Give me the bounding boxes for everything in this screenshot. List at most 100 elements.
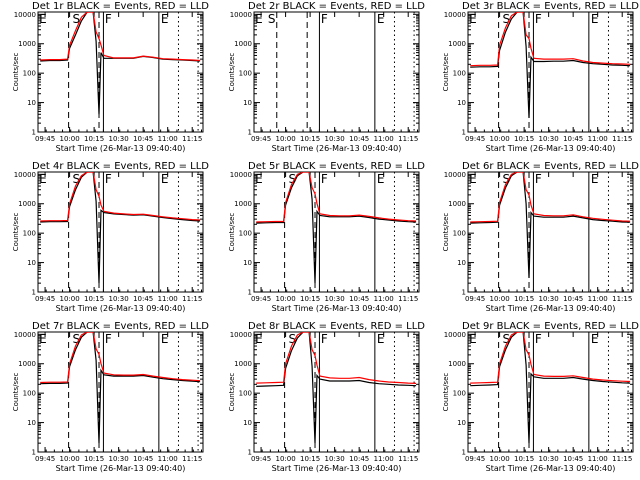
chart-panel-8: Det 8r BLACK = Events, RED = LLD 1 10 100 10… — [228, 321, 425, 473]
plot-frame — [253, 11, 420, 133]
x-tick-label: 11:15 — [612, 295, 632, 303]
flag-label: E — [591, 12, 599, 26]
x-tick-label: 11:15 — [182, 455, 202, 463]
series-line-lld — [470, 12, 631, 67]
flag-label: F — [321, 172, 328, 186]
x-tick-label: 11:00 — [374, 295, 394, 303]
x-tick-label: 10:45 — [349, 135, 369, 143]
x-tick-label: 09:45 — [465, 135, 485, 143]
flag-label: F — [535, 332, 542, 346]
flag-label: F — [105, 172, 112, 186]
chart-panel-6: Det 6r BLACK = Events, RED = LLD 1 10 100 10… — [442, 161, 639, 313]
series-line-lld — [40, 12, 201, 62]
x-axis-label: Start Time (26-Mar-13 09:40:40) — [272, 144, 402, 153]
flag-label: E — [255, 332, 263, 346]
y-tick-label: 1000 — [234, 200, 252, 208]
flag-label: E — [377, 332, 385, 346]
y-tick-label: 10000 — [230, 331, 252, 339]
y-tick-label: 100 — [23, 230, 36, 238]
flag-label: E — [161, 172, 169, 186]
y-tick-label: 10000 — [14, 331, 36, 339]
flag-label: E — [161, 12, 169, 26]
series-line-lld — [40, 172, 201, 222]
x-tick-label: 10:00 — [489, 455, 509, 463]
x-tick-label: 09:45 — [465, 295, 485, 303]
x-tick-label: 11:00 — [158, 455, 178, 463]
x-tick-label: 10:45 — [349, 295, 369, 303]
x-tick-label: 09:45 — [251, 135, 271, 143]
flag-label: E — [255, 172, 263, 186]
y-tick-label: 100 — [239, 230, 252, 238]
flag-label: F — [535, 172, 542, 186]
x-axis-label: Start Time (26-Mar-13 09:40:40) — [272, 464, 402, 473]
x-tick-label: 09:45 — [35, 455, 55, 463]
x-tick-label: 11:15 — [398, 455, 418, 463]
series-line-lld — [470, 332, 631, 384]
x-tick-label: 10:45 — [133, 455, 153, 463]
y-tick-label: 1000 — [448, 40, 466, 48]
x-tick-label: 09:45 — [35, 135, 55, 143]
chart-panel-7: Det 7r BLACK = Events, RED = LLD 1 10 100 10… — [12, 321, 209, 473]
chart-panel-2: Det 2r BLACK = Events, RED = LLD 1 10 100 10… — [228, 1, 425, 153]
flag-label: S — [503, 12, 511, 26]
flag-label: F — [105, 332, 112, 346]
x-tick-label: 09:45 — [35, 295, 55, 303]
x-tick-label: 11:00 — [588, 135, 608, 143]
flag-label: E — [255, 12, 263, 26]
x-tick-label: 10:00 — [275, 135, 295, 143]
y-tick-label: 100 — [453, 70, 466, 78]
plot-frame — [37, 171, 204, 293]
y-axis-label: Counts/sec — [442, 213, 450, 252]
y-tick-label: 10 — [27, 419, 36, 427]
flag-label: E — [39, 332, 47, 346]
x-tick-label: 11:15 — [182, 135, 202, 143]
y-axis-label: Counts/sec — [12, 213, 20, 252]
plot-frame — [253, 331, 420, 453]
x-tick-label: 10:15 — [514, 295, 534, 303]
x-axis-label: Start Time (26-Mar-13 09:40:40) — [56, 464, 186, 473]
x-tick-label: 10:15 — [84, 455, 104, 463]
plot-frame — [467, 171, 634, 293]
plot-frame — [253, 171, 420, 293]
flag-label: S — [268, 12, 276, 26]
x-tick-label: 11:00 — [374, 135, 394, 143]
x-tick-label: 10:15 — [514, 135, 534, 143]
x-tick-label: 10:30 — [109, 295, 129, 303]
chart-panel-1: Det 1r BLACK = Events, RED = LLD 1 10 100 10… — [12, 1, 209, 153]
x-tick-label: 10:00 — [489, 295, 509, 303]
x-tick-label: 10:45 — [563, 135, 583, 143]
x-tick-label: 10:45 — [133, 295, 153, 303]
x-tick-label: 10:15 — [84, 295, 104, 303]
y-tick-label: 1000 — [448, 360, 466, 368]
x-tick-label: 11:15 — [398, 135, 418, 143]
y-tick-label: 10 — [27, 99, 36, 107]
flag-label: S — [503, 332, 511, 346]
flag-label: E — [469, 172, 477, 186]
y-tick-label: 10 — [457, 419, 466, 427]
y-tick-label: 1000 — [234, 360, 252, 368]
flag-label: S — [73, 12, 81, 26]
chart-title: Det 7r BLACK = Events, RED = LLD — [32, 321, 209, 332]
y-axis-label: Counts/sec — [442, 53, 450, 92]
x-tick-label: 11:00 — [588, 455, 608, 463]
x-tick-label: 10:45 — [563, 295, 583, 303]
chart-title: Det 6r BLACK = Events, RED = LLD — [462, 161, 639, 172]
y-tick-label: 100 — [23, 70, 36, 78]
flag-label: F — [321, 332, 328, 346]
x-tick-label: 11:15 — [612, 135, 632, 143]
y-tick-label: 1000 — [234, 40, 252, 48]
y-tick-label: 100 — [453, 230, 466, 238]
plot-frame — [467, 11, 634, 133]
flag-label: E — [469, 332, 477, 346]
x-axis-label: Start Time (26-Mar-13 09:40:40) — [56, 304, 186, 313]
x-tick-label: 10:15 — [300, 135, 320, 143]
x-tick-label: 11:00 — [374, 455, 394, 463]
y-axis-label: Counts/sec — [442, 373, 450, 412]
x-tick-label: 10:00 — [275, 455, 295, 463]
y-axis-label: Counts/sec — [12, 53, 20, 92]
chart-title: Det 2r BLACK = Events, RED = LLD — [248, 1, 425, 12]
x-tick-label: 10:30 — [109, 455, 129, 463]
y-axis-label: Counts/sec — [228, 213, 236, 252]
x-tick-label: 10:45 — [349, 455, 369, 463]
